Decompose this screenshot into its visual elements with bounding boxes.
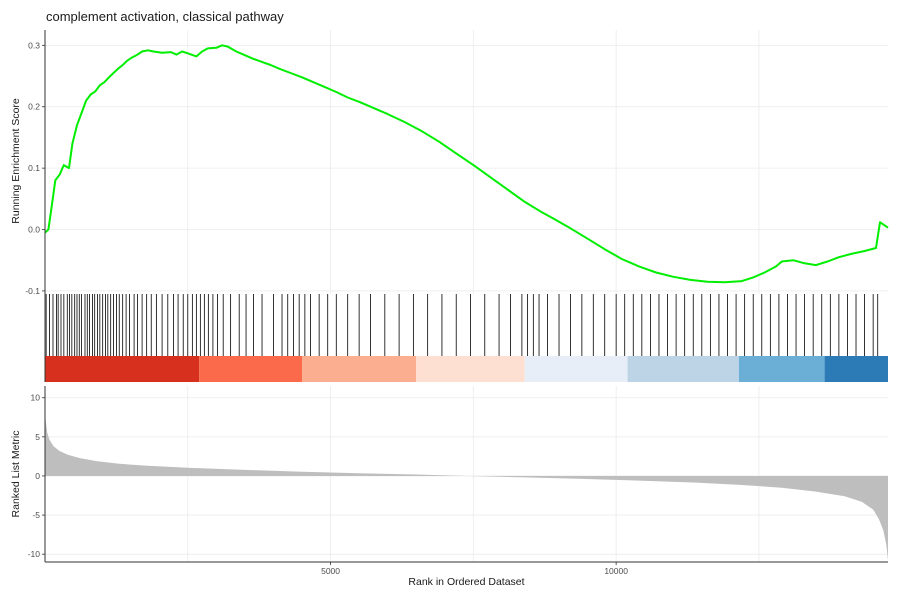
axes: -0.1 0.0 0.1 0.2 0.3 -10 -5 0 5 10 5000 10000 [25, 30, 888, 576]
y-axis-title-running-score: Running Enrichment Score [10, 98, 22, 224]
rank-color-strip [45, 356, 888, 382]
y-tick-label-top: 0.3 [28, 40, 40, 50]
y-tick-label-bottom: 5 [35, 432, 40, 442]
color-strip-segment [199, 356, 303, 382]
color-strip-segment [302, 356, 417, 382]
y-tick-label-top: 0.1 [28, 163, 40, 173]
color-strip-segment [524, 356, 628, 382]
x-axis-title: Rank in Ordered Dataset [408, 576, 524, 588]
y-tick-label-bottom: 0 [35, 471, 40, 481]
color-strip-segment [416, 356, 525, 382]
y-tick-label-bottom: -10 [28, 549, 41, 559]
ranked-metric-area [45, 413, 888, 561]
y-tick-label-top: 0.0 [28, 225, 40, 235]
y-tick-label-top: -0.1 [25, 286, 40, 296]
running-score-line [44, 44, 889, 284]
gene-hits-panel [45, 294, 879, 356]
color-strip-segment [45, 356, 200, 382]
color-strip-segment [738, 356, 825, 382]
y-tick-label-bottom: -5 [32, 510, 40, 520]
y-tick-label-bottom: 10 [31, 393, 41, 403]
ranked-metric-panel [45, 413, 888, 561]
color-strip-segment [627, 356, 739, 382]
chart-title: complement activation, classical pathway [46, 9, 284, 24]
y-axis-title-ranked-metric: Ranked List Metric [10, 431, 22, 518]
y-tick-label-top: 0.2 [28, 102, 40, 112]
running-score-panel [44, 44, 889, 284]
x-tick-label: 5000 [321, 566, 340, 576]
grid [45, 30, 888, 562]
x-tick-label: 10000 [604, 566, 628, 576]
color-strip-segment [824, 356, 888, 382]
